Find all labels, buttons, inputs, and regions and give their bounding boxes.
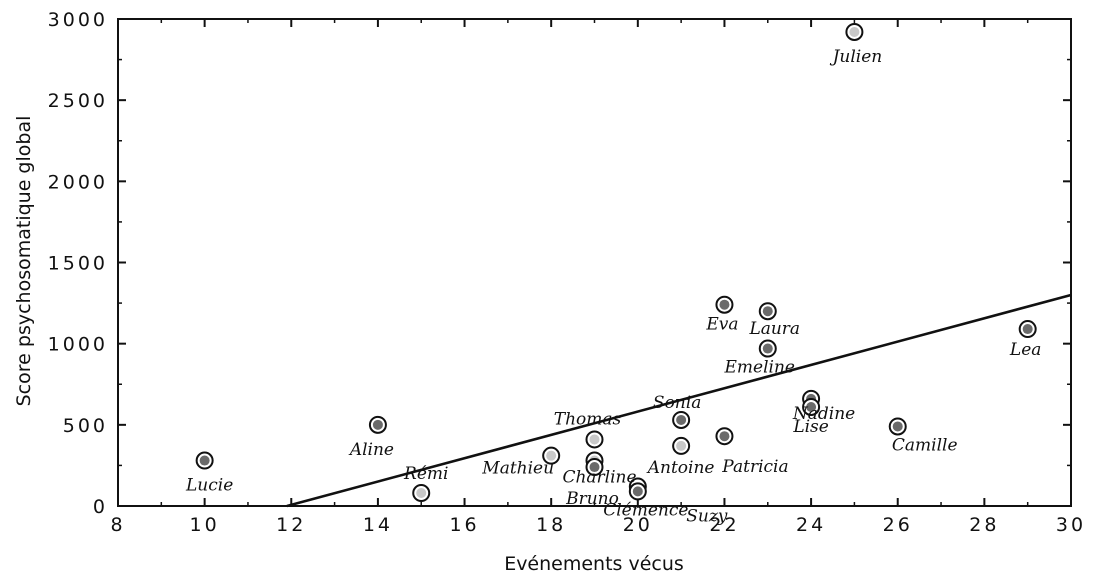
data-point	[589, 434, 600, 445]
data-point	[806, 401, 817, 412]
y-tick-label: 1000	[48, 334, 108, 356]
data-point	[199, 455, 210, 466]
point-label: Clémence	[603, 501, 688, 521]
x-tick-label: 22	[709, 514, 739, 536]
data-point	[676, 414, 687, 425]
x-tick-label: 10	[190, 514, 220, 536]
x-tick-label: 16	[449, 514, 479, 536]
point-label: Lucie	[185, 476, 233, 496]
point-label: Sonia	[653, 393, 701, 413]
data-point	[676, 440, 687, 451]
data-point	[416, 488, 427, 499]
data-point	[719, 431, 730, 442]
x-axis-title: Evénements vécus	[504, 553, 684, 575]
point-label: Laura	[748, 319, 800, 339]
x-tick-label: 8	[110, 514, 125, 536]
point-label: Aline	[348, 440, 394, 460]
y-tick-label: 1500	[48, 253, 108, 275]
point-label: Eva	[705, 315, 738, 335]
x-tick-label: 26	[883, 514, 913, 536]
data-point	[719, 299, 730, 310]
regression-line	[286, 293, 1072, 508]
point-label: Nadine	[792, 404, 855, 424]
y-axis-title: Score psychosomatique global	[13, 116, 35, 407]
point-label: Bruno	[565, 489, 619, 509]
x-tick-label: 18	[536, 514, 566, 536]
point-label: Julien	[830, 47, 883, 67]
data-point	[1022, 324, 1033, 335]
point-label: Lise	[792, 417, 829, 437]
point-label: Camille	[892, 435, 958, 455]
x-tick-label: 14	[363, 514, 393, 536]
axes: 8 10 12 14 16 18 20 22 24 26 28 30 0 500 1000 1500 2000 2…	[48, 9, 1086, 536]
point-label: Thomas	[554, 409, 622, 429]
x-tick-label: 12	[276, 514, 306, 536]
data-point	[762, 343, 773, 354]
x-tick-label: 30	[1056, 514, 1086, 536]
point-label: Suzy	[686, 506, 728, 526]
point-label: Patricia	[721, 457, 788, 477]
y-tick-label: 2000	[48, 171, 108, 193]
data-points	[195, 22, 1037, 503]
data-point	[849, 26, 860, 37]
point-label: Antoine	[646, 458, 715, 478]
point-label: Charline	[562, 468, 636, 488]
point-label: Lea	[1009, 340, 1042, 360]
point-label: Emeline	[724, 358, 795, 378]
data-point	[372, 419, 383, 430]
x-tick-label: 20	[623, 514, 653, 536]
data-point	[892, 421, 903, 432]
x-tick-label: 28	[969, 514, 999, 536]
y-tick-label: 2500	[48, 90, 108, 112]
x-tick-label: 24	[796, 514, 826, 536]
data-point	[762, 306, 773, 317]
data-point	[589, 462, 600, 473]
y-tick-label: 500	[63, 415, 108, 437]
point-label: Rémi	[403, 464, 448, 484]
y-tick-label: 3000	[48, 9, 108, 31]
point-label: Mathieu	[481, 459, 554, 479]
data-point	[546, 450, 557, 461]
data-point	[632, 486, 643, 497]
y-tick-label: 0	[93, 496, 108, 518]
